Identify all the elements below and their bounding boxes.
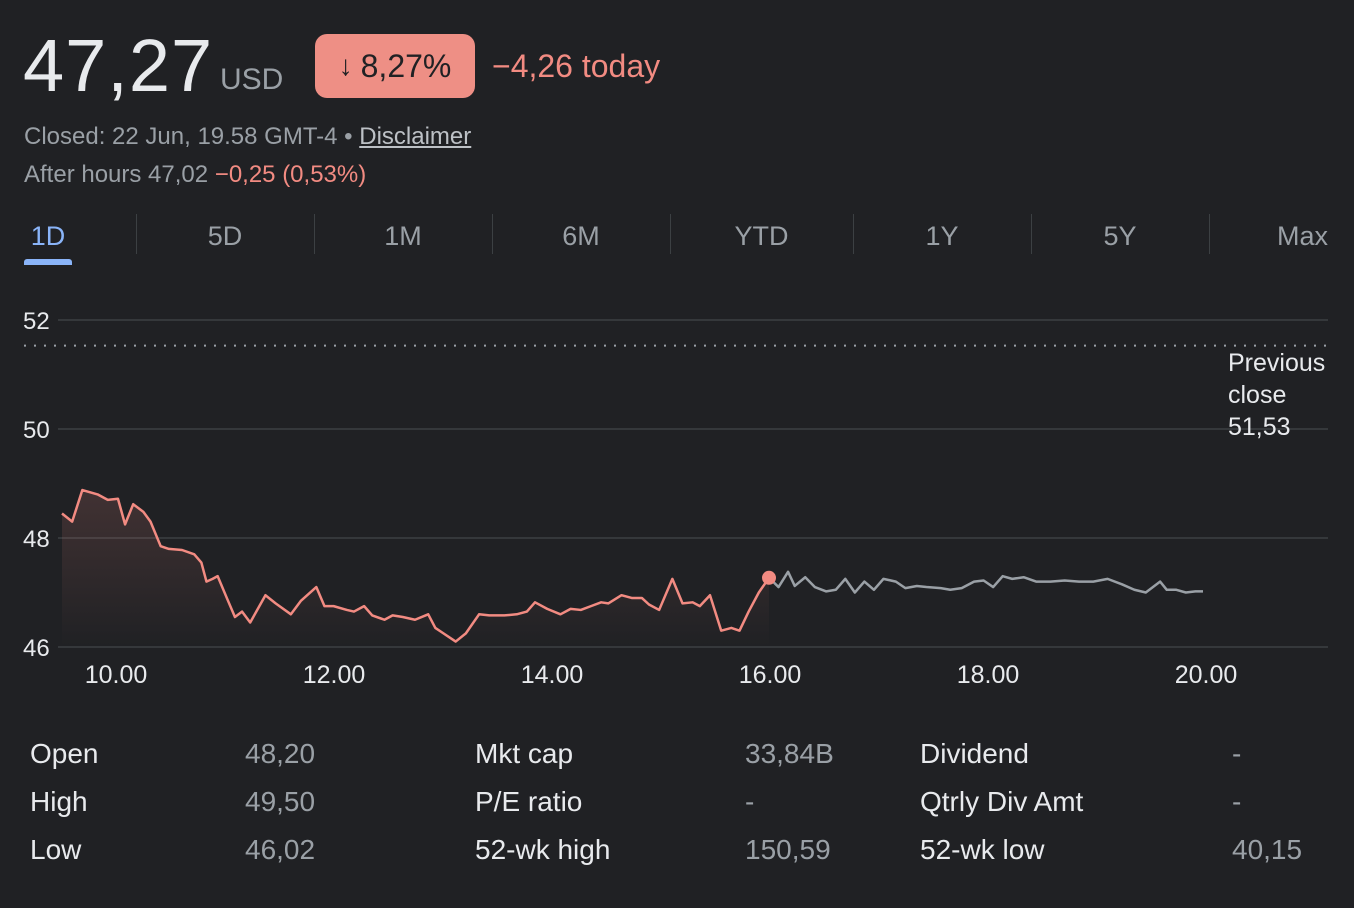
stat-value-high: 49,50 (245, 786, 316, 817)
disclaimer-link[interactable]: Disclaimer (359, 123, 472, 150)
y-tick-label: 52 (23, 308, 50, 335)
x-tick-label: 20.00 (1175, 661, 1238, 689)
previous-close-label: 51,53 (1228, 413, 1291, 441)
after-hours-change: −0,25 (0,53%) (214, 161, 367, 188)
x-tick-label: 16.00 (739, 661, 802, 689)
percent-change-badge: ↓ 8,27% (315, 34, 475, 98)
after-hours-line: After hours 47,02 −0,25 (0,53%) (24, 159, 366, 191)
tab-divider (1031, 214, 1032, 254)
active-tab-indicator (24, 259, 72, 265)
tab-5y[interactable]: 5Y (1103, 221, 1137, 251)
percent-change-value: 8,27% (360, 47, 452, 84)
stat-label-52wk-low: 52-wk low (920, 834, 1045, 865)
stat-label-low: Low (30, 834, 82, 865)
change-today: −4,26 today (492, 48, 661, 84)
stat-value-open: 48,20 (245, 738, 316, 769)
stat-label-open: Open (30, 738, 99, 769)
arrow-down-icon: ↓ (338, 50, 353, 81)
x-tick-label: 12.00 (303, 661, 366, 689)
stat-value-low: 46,02 (245, 834, 316, 865)
tab-1d[interactable]: 1D (30, 221, 66, 251)
time-range-tabs: 1D 5D 1M 6M YTD 1Y 5Y Max (0, 210, 1354, 270)
tab-divider (670, 214, 671, 254)
current-price-dot (762, 570, 776, 585)
stat-label-high: High (30, 786, 88, 817)
current-price: 47,27 (23, 24, 214, 107)
previous-close-label: close (1228, 381, 1286, 409)
y-axis-labels: 52 50 48 46 (23, 308, 50, 662)
stat-label-mkt-cap: Mkt cap (475, 738, 574, 769)
stat-label-pe-ratio: P/E ratio (475, 786, 583, 817)
tab-divider (136, 214, 137, 254)
stat-label-52wk-high: 52-wk high (475, 834, 611, 865)
after-hours-line (768, 570, 1203, 594)
market-status-line: Closed: 22 Jun, 19.58 GMT-4 • Disclaimer (24, 121, 471, 153)
x-axis-labels: 10.00 12.00 14.00 16.00 18.00 20.00 (85, 661, 1238, 689)
tab-6m[interactable]: 6M (562, 221, 600, 251)
separator-dot: • (344, 123, 353, 150)
stat-value-pe-ratio: - (745, 786, 755, 817)
stat-label-qtrly-div: Qtrly Div Amt (920, 786, 1084, 817)
x-tick-label: 18.00 (957, 661, 1020, 689)
chart-gridlines (58, 319, 1328, 648)
tab-ytd[interactable]: YTD (734, 221, 789, 251)
after-hours-price: After hours 47,02 (24, 161, 209, 188)
y-tick-label: 50 (23, 417, 50, 444)
tab-divider (492, 214, 493, 254)
previous-close-label: Previous (1228, 349, 1325, 377)
regular-session-area (62, 490, 769, 647)
stat-value-mkt-cap: 33,84B (745, 738, 834, 769)
previous-close-marker: Previous close 51,53 (24, 344, 1328, 441)
tab-5d[interactable]: 5D (207, 221, 243, 251)
tab-1y[interactable]: 1Y (925, 221, 959, 251)
closed-timestamp: Closed: 22 Jun, 19.58 GMT-4 (24, 123, 338, 150)
tab-divider (853, 214, 854, 254)
price-chart[interactable]: 52 50 48 46 Previous close 51,53 10.00 12.00 14… (0, 290, 1354, 710)
x-tick-label: 14.00 (521, 661, 584, 689)
y-tick-label: 48 (23, 526, 50, 553)
chart-series (61, 488, 1203, 647)
stat-value-qtrly-div: - (1232, 786, 1242, 817)
currency-label: USD (220, 63, 284, 96)
y-tick-label: 46 (23, 635, 50, 662)
stat-value-52wk-high: 150,59 (745, 834, 831, 865)
tab-divider (314, 214, 315, 254)
tab-max[interactable]: Max (1276, 221, 1328, 251)
tab-1m[interactable]: 1M (384, 221, 422, 251)
stat-value-dividend: - (1232, 738, 1242, 769)
regular-session-line (61, 488, 771, 643)
x-tick-label: 10.00 (85, 661, 148, 689)
tab-divider (1209, 214, 1210, 254)
stat-value-52wk-low: 40,15 (1232, 834, 1303, 865)
stat-label-dividend: Dividend (920, 738, 1029, 769)
